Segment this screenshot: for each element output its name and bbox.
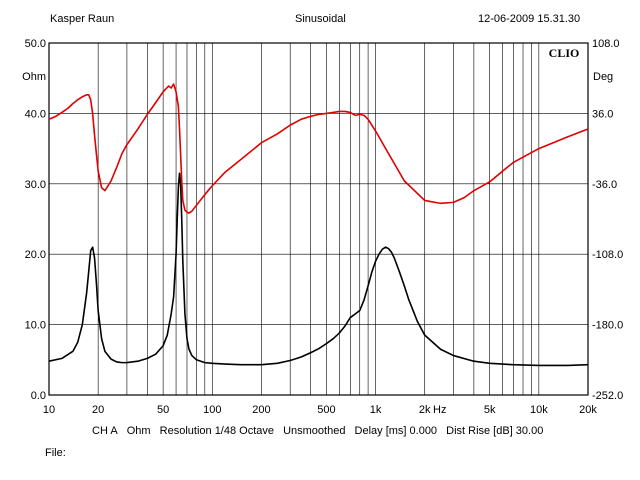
header-left-label: Kasper Raun	[50, 13, 115, 25]
y-left-tick-label: 10.0	[25, 320, 46, 332]
footer-resolution: Resolution 1/48 Octave	[159, 425, 275, 437]
y-left-tick-label: 30.0	[25, 179, 46, 191]
y-right-tick-label: -252.0	[592, 390, 623, 402]
footer-delay: Delay [ms] 0.000	[354, 425, 438, 437]
impedance-curve	[48, 172, 589, 367]
x-tick-label: 50	[157, 404, 169, 416]
y-right-tick-label: -36.0	[592, 179, 617, 191]
x-tick-label: 500	[317, 404, 335, 416]
y-right-tick-label: -108.0	[592, 249, 623, 261]
y-right-tick-label: 36.0	[592, 108, 613, 120]
y-left-tick-label: 50.0	[25, 38, 46, 50]
footer-settings: CH A Ohm Resolution 1/48 Octave Unsmooth…	[92, 425, 549, 437]
x-tick-label: 20	[92, 404, 104, 416]
y-left-unit-label: Ohm	[22, 71, 46, 83]
header-timestamp: 12-06-2009 15.31.30	[478, 13, 581, 25]
x-tick-label: 2k	[419, 404, 431, 416]
brand-box	[542, 44, 587, 61]
x-tick-label: 10	[43, 404, 55, 416]
x-tick-label: 20k	[579, 404, 597, 416]
footer-unit: Ohm	[126, 425, 151, 437]
file-label: File:	[45, 447, 66, 459]
x-tick-label: 5k	[484, 404, 496, 416]
x-tick-label: 100	[203, 404, 221, 416]
y-left-tick-label: 0.0	[31, 390, 46, 402]
y-right-tick-label: -180.0	[592, 320, 623, 332]
x-unit-label: Hz	[433, 404, 446, 416]
header-center-label: Sinusoidal	[295, 13, 346, 25]
x-tick-label: 10k	[530, 404, 548, 416]
y-left-tick-label: 20.0	[25, 249, 46, 261]
x-tick-label: 1k	[370, 404, 382, 416]
clio-logo: CLIO	[549, 46, 580, 60]
x-tick-label: 200	[252, 404, 270, 416]
plot-frame	[48, 42, 589, 396]
y-right-tick-label: 108.0	[592, 38, 620, 50]
footer-smoothing: Unsmoothed	[283, 425, 346, 437]
footer-channel: CH A	[92, 425, 118, 437]
y-left-tick-label: 40.0	[25, 108, 46, 120]
phase-curve	[48, 83, 589, 214]
footer-dist-rise: Dist Rise [dB] 30.00	[446, 425, 544, 437]
y-right-unit-label: Deg	[593, 71, 613, 83]
